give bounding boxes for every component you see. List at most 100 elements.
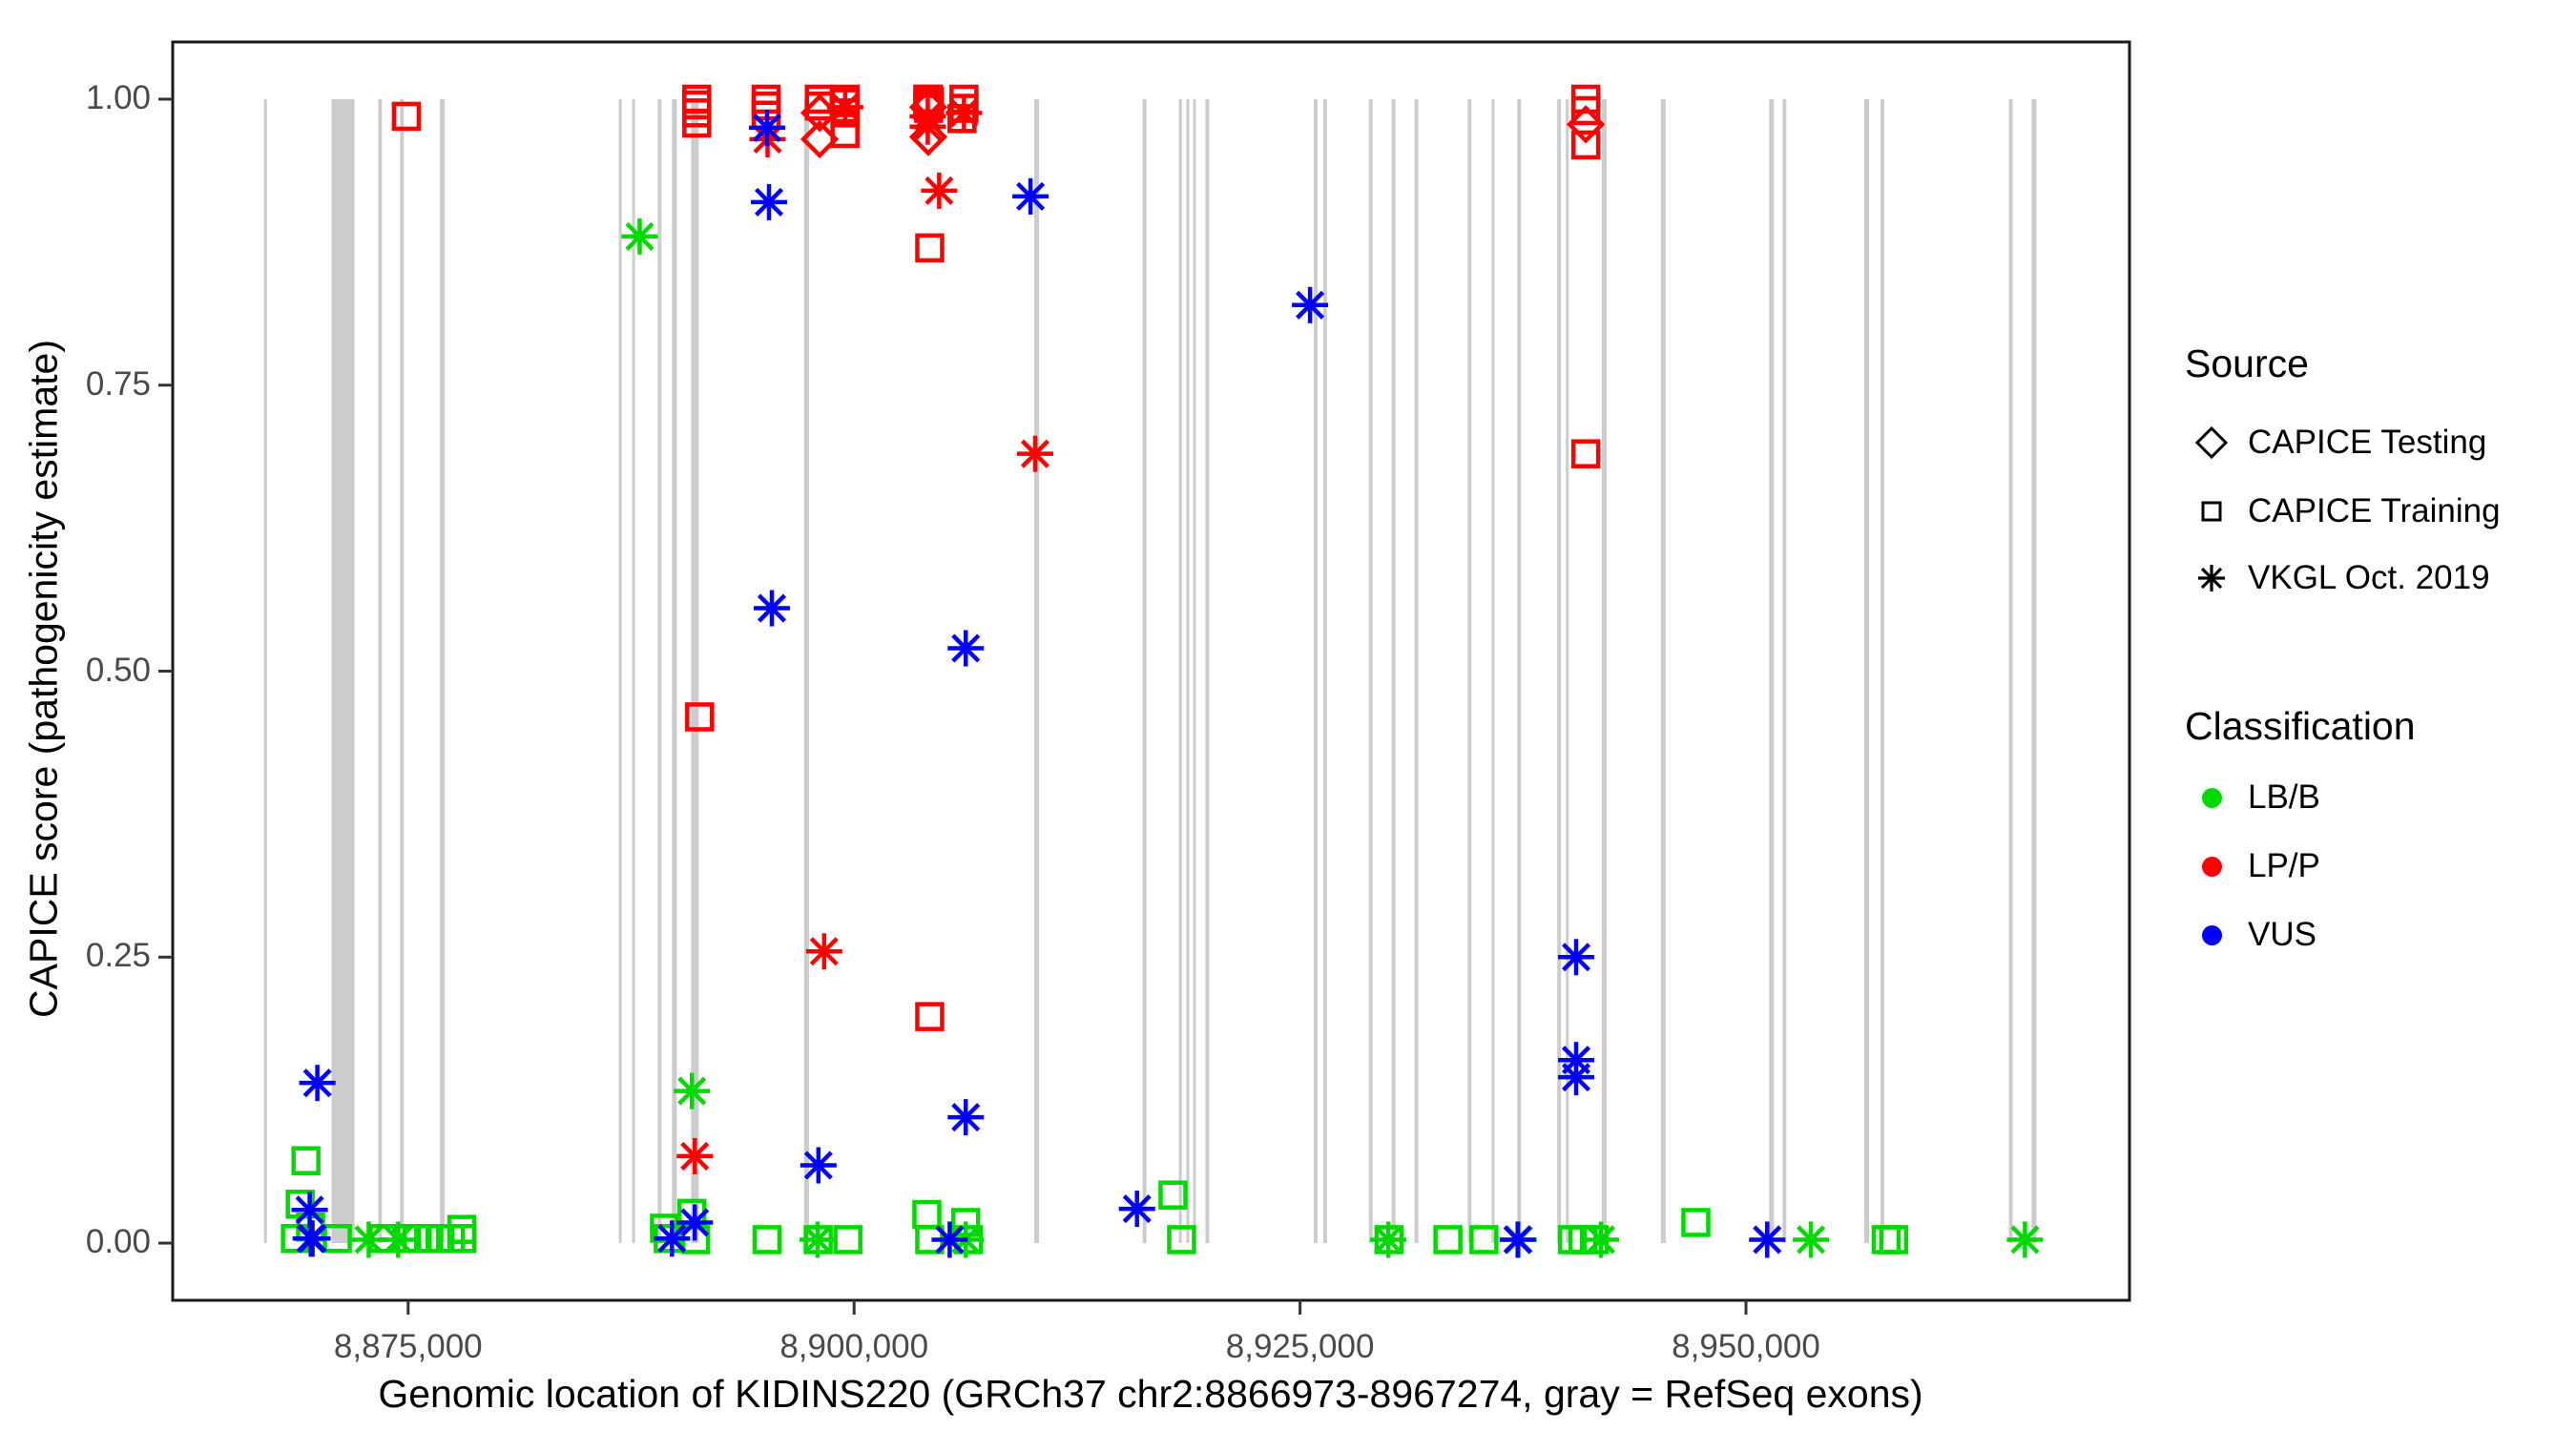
data-point-square bbox=[685, 702, 715, 732]
data-point-asterisk bbox=[1749, 1221, 1786, 1258]
refseq-exon-bar bbox=[672, 98, 677, 1244]
data-point-asterisk bbox=[947, 630, 985, 667]
x-tick-label: 8,950,000 bbox=[1672, 1328, 1820, 1365]
legend-label: CAPICE Testing bbox=[2248, 424, 2487, 461]
data-point-asterisk bbox=[674, 1072, 711, 1110]
y-tick-label: 0.50 bbox=[85, 651, 151, 689]
refseq-exon-bar bbox=[331, 98, 355, 1244]
data-point-asterisk bbox=[1793, 1221, 1830, 1258]
data-point-diamond bbox=[1566, 105, 1606, 144]
refseq-exon-bar bbox=[1880, 98, 1884, 1244]
data-point-square bbox=[915, 233, 945, 263]
refseq-exon-bar bbox=[1314, 98, 1318, 1244]
legend-classification-title: Classification bbox=[2185, 704, 2416, 748]
data-point-square bbox=[291, 1146, 321, 1175]
data-point-asterisk bbox=[945, 94, 983, 132]
square-icon bbox=[2185, 492, 2238, 530]
data-point-asterisk bbox=[676, 1204, 714, 1241]
legend-item-vus: VUS bbox=[2185, 916, 2316, 954]
data-point-asterisk bbox=[1118, 1191, 1155, 1228]
data-point-asterisk bbox=[751, 183, 788, 220]
legend-label: LP/P bbox=[2248, 847, 2320, 884]
data-point-square bbox=[912, 1199, 942, 1230]
data-point-square bbox=[1871, 1225, 1901, 1255]
data-point-asterisk bbox=[909, 108, 946, 145]
data-point-square bbox=[1469, 1225, 1499, 1255]
data-point-asterisk bbox=[1016, 435, 1053, 472]
refseq-exon-bar bbox=[1863, 98, 1870, 1244]
legend-item-capice-testing: CAPICE Testing bbox=[2185, 424, 2486, 462]
legend-source-title: Source bbox=[2185, 342, 2309, 385]
plot-panel-border bbox=[171, 40, 2131, 1302]
data-point-asterisk bbox=[1499, 1221, 1536, 1258]
data-point-square bbox=[447, 1214, 477, 1244]
x-tick-label: 8,925,000 bbox=[1225, 1328, 1375, 1365]
data-point-asterisk bbox=[748, 109, 785, 146]
data-point-square bbox=[752, 1225, 782, 1255]
refseq-exon-bar bbox=[2008, 98, 2013, 1244]
data-point-asterisk bbox=[931, 1221, 968, 1258]
refseq-exon-bar bbox=[1186, 98, 1190, 1244]
refseq-exon-bar bbox=[691, 98, 699, 1244]
data-point-asterisk bbox=[1012, 177, 1049, 215]
x-axis-title: Genomic location of KIDINS220 (GRCh37 ch… bbox=[378, 1372, 1923, 1416]
refseq-exon-bar bbox=[1322, 98, 1327, 1244]
refseq-exon-bar bbox=[1034, 98, 1040, 1244]
y-tick-label: 0.75 bbox=[85, 364, 151, 403]
refseq-exon-bar bbox=[1566, 98, 1569, 1244]
data-point-asterisk bbox=[921, 172, 958, 209]
refseq-exon-bar bbox=[618, 98, 622, 1244]
lbb-dot-icon bbox=[2185, 787, 2238, 808]
data-point-square bbox=[1879, 1225, 1909, 1255]
refseq-exon-bar bbox=[1193, 98, 1196, 1244]
data-point-square bbox=[1570, 130, 1601, 160]
refseq-exon-bar bbox=[1601, 98, 1608, 1244]
refseq-exon-bar bbox=[1491, 98, 1495, 1244]
data-point-asterisk bbox=[1558, 939, 1595, 976]
y-tick-label: 1.00 bbox=[85, 78, 151, 116]
data-point-square bbox=[1570, 95, 1601, 126]
data-point-asterisk bbox=[1292, 286, 1329, 323]
refseq-exon-bar bbox=[803, 98, 809, 1244]
legend-label: LB/B bbox=[2248, 778, 2320, 816]
refseq-exon-bar bbox=[1205, 98, 1210, 1244]
refseq-exon-bar bbox=[1557, 98, 1562, 1244]
asterisk-icon bbox=[2185, 559, 2238, 597]
data-point-square bbox=[1158, 1180, 1188, 1210]
data-point-square bbox=[1433, 1225, 1463, 1255]
data-point-asterisk bbox=[800, 1147, 837, 1184]
legend-item-lpp: LP/P bbox=[2185, 847, 2320, 885]
refseq-exon-bar bbox=[2031, 98, 2037, 1244]
legend-item-capice-training: CAPICE Training bbox=[2185, 492, 2501, 530]
data-point-asterisk bbox=[654, 1220, 691, 1257]
data-point-asterisk bbox=[754, 590, 791, 627]
data-point-asterisk bbox=[676, 1137, 714, 1174]
data-point-diamond bbox=[800, 119, 840, 159]
refseq-exon-bar bbox=[1414, 98, 1419, 1244]
refseq-exon-bar bbox=[1368, 98, 1373, 1244]
lpp-dot-icon bbox=[2185, 856, 2238, 877]
data-point-square bbox=[1570, 439, 1601, 468]
x-tick-label: 8,875,000 bbox=[333, 1328, 483, 1365]
refseq-exon-bar bbox=[657, 98, 662, 1244]
data-point-square bbox=[1681, 1208, 1711, 1237]
refseq-exon-bar bbox=[1467, 98, 1472, 1244]
data-point-asterisk bbox=[294, 1220, 331, 1257]
data-point-asterisk bbox=[1558, 1059, 1595, 1096]
data-point-square bbox=[1167, 1225, 1196, 1255]
vus-dot-icon bbox=[2185, 924, 2238, 945]
refseq-exon-bar bbox=[400, 98, 405, 1244]
data-point-square bbox=[391, 101, 422, 132]
refseq-exon-bar bbox=[1660, 98, 1666, 1244]
data-point-asterisk bbox=[805, 933, 842, 970]
diamond-icon bbox=[2185, 424, 2238, 462]
data-point-asterisk bbox=[947, 1099, 985, 1136]
refseq-exon-bar bbox=[1142, 98, 1147, 1244]
refseq-exon-bar bbox=[263, 98, 267, 1244]
data-point-diamond bbox=[908, 117, 948, 156]
x-tick-label: 8,900,000 bbox=[779, 1328, 929, 1365]
legend-label: VUS bbox=[2248, 916, 2316, 953]
data-point-asterisk bbox=[826, 89, 863, 126]
